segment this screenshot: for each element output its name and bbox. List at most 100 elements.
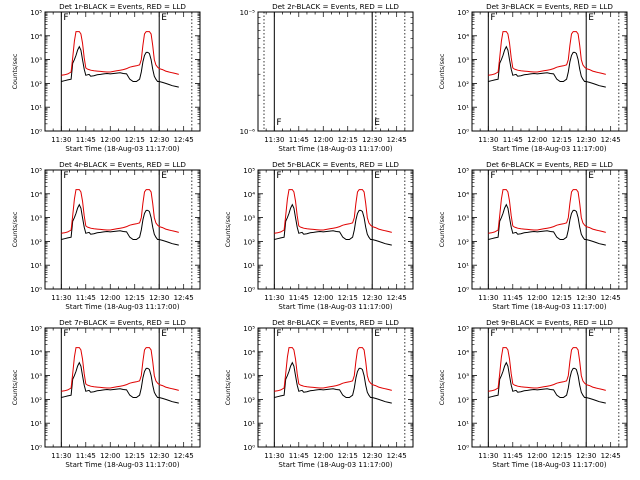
y-tick-label: 10² (243, 396, 255, 404)
x-axis-label: Start Time (18-Aug-03 11:17:00) (278, 145, 392, 153)
series-lld-line (488, 347, 606, 392)
x-tick-label: 12:15 (125, 452, 145, 460)
y-tick-label: 10² (243, 238, 255, 246)
panel-det-8r: Det 8r-BLACK = Events, RED = LLD 10⁰ 10¹ 10… (224, 318, 414, 469)
panel-det-7r: Det 7r-BLACK = Events, RED = LLD 10⁰ 10¹ 10… (11, 318, 201, 469)
panel-title: Det 7r-BLACK = Events, RED = LLD (59, 318, 186, 327)
y-tick-label: 10¹ (243, 262, 255, 270)
x-tick-label: 12:00 (527, 452, 547, 460)
series-lld-line (274, 189, 392, 234)
panel-det-9r: Det 9r-BLACK = Events, RED = LLD 10⁰ 10¹ 10… (438, 318, 628, 469)
series-lld-line (488, 31, 606, 76)
panel-title: Det 9r-BLACK = Events, RED = LLD (486, 318, 613, 327)
panel-title: Det 5r-BLACK = Events, RED = LLD (272, 160, 399, 169)
series-events-line (61, 45, 179, 88)
y-axis-label: Counts/sec (224, 369, 232, 405)
plot-frame (44, 11, 201, 132)
y-tick-label: 10⁴ (457, 33, 469, 41)
panel-title: Det 2r-BLACK = Events, RED = LLD (272, 2, 399, 11)
y-tick-label: 10⁵ (457, 9, 469, 17)
x-tick-label: 11:45 (289, 136, 309, 144)
x-tick-label: 12:30 (362, 136, 382, 144)
y-tick-label: 10² (457, 396, 469, 404)
x-tick-label: 12:45 (174, 452, 194, 460)
y-tick-label: 10² (30, 396, 42, 404)
series-events-line (61, 361, 179, 404)
marker-label-f: F (490, 13, 495, 23)
x-tick-label: 12:00 (527, 294, 547, 302)
x-tick-label: 11:30 (264, 294, 284, 302)
marker-label-f: F (490, 171, 495, 181)
x-tick-label: 11:45 (76, 294, 96, 302)
panel-det-5r: Det 5r-BLACK = Events, RED = LLD 10⁰ 10¹ 10… (224, 160, 414, 311)
y-tick-label: 10⁴ (457, 349, 469, 357)
x-axis-label: Start Time (18-Aug-03 11:17:00) (492, 145, 606, 153)
x-tick-label: 12:45 (174, 294, 194, 302)
y-tick-label: 10⁰ (30, 286, 42, 294)
panel-title: Det 8r-BLACK = Events, RED = LLD (272, 318, 399, 327)
panel-det-4r: Det 4r-BLACK = Events, RED = LLD 10⁰ 10¹ 10… (11, 160, 201, 311)
plot-frame (257, 11, 414, 132)
x-tick-label: 12:15 (125, 294, 145, 302)
marker-label-f: F (276, 329, 281, 339)
marker-label-f: F (63, 171, 68, 181)
x-tick-label: 12:00 (313, 136, 333, 144)
y-tick-label: 10⁻⁶ (240, 128, 256, 136)
x-tick-label: 11:45 (76, 452, 96, 460)
x-tick-label: 12:30 (576, 136, 596, 144)
series-events-line (488, 203, 606, 246)
x-tick-label: 12:00 (313, 452, 333, 460)
y-tick-label: 10⁴ (457, 191, 469, 199)
panel-det-2r: Det 2r-BLACK = Events, RED = LLD 10⁻⁶ 10⁻⁵… (240, 2, 414, 153)
y-axis-label: Counts/sec (438, 369, 446, 405)
marker-label-e: E (161, 171, 167, 181)
y-tick-label: 10⁵ (30, 167, 42, 175)
x-tick-label: 11:45 (76, 136, 96, 144)
y-tick-label: 10⁵ (30, 325, 42, 333)
y-tick-label: 10¹ (30, 420, 42, 428)
marker-label-e: E (588, 329, 594, 339)
x-tick-label: 12:45 (387, 136, 407, 144)
panel-det-3r: Det 3r-BLACK = Events, RED = LLD 10⁰ 10¹ 10… (438, 2, 628, 153)
x-tick-label: 11:30 (51, 294, 71, 302)
x-tick-label: 12:00 (527, 136, 547, 144)
series-events-line (274, 361, 392, 404)
plot-frame (257, 169, 414, 290)
series-lld-line (61, 347, 179, 392)
y-tick-label: 10⁻⁵ (240, 9, 256, 17)
x-tick-label: 11:30 (51, 452, 71, 460)
x-tick-label: 12:45 (387, 452, 407, 460)
plot-frame (257, 327, 414, 448)
y-axis-label: Counts/sec (438, 211, 446, 247)
y-tick-label: 10⁴ (243, 349, 255, 357)
y-tick-label: 10¹ (457, 104, 469, 112)
y-tick-label: 10¹ (30, 262, 42, 270)
y-tick-label: 10³ (243, 215, 255, 223)
x-tick-label: 12:30 (149, 452, 169, 460)
y-tick-label: 10² (457, 238, 469, 246)
y-tick-label: 10⁰ (30, 444, 42, 452)
x-tick-label: 11:30 (264, 136, 284, 144)
x-tick-label: 12:00 (100, 136, 120, 144)
series-lld-line (488, 189, 606, 234)
x-tick-label: 11:45 (503, 452, 523, 460)
x-tick-label: 12:30 (362, 294, 382, 302)
x-tick-label: 12:15 (552, 136, 572, 144)
x-tick-label: 12:45 (174, 136, 194, 144)
series-lld-line (61, 189, 179, 234)
plot-frame (44, 327, 201, 448)
plot-frame (471, 169, 628, 290)
panel-title: Det 6r-BLACK = Events, RED = LLD (486, 160, 613, 169)
y-tick-label: 10⁰ (457, 286, 469, 294)
x-axis-label: Start Time (18-Aug-03 11:17:00) (492, 461, 606, 469)
x-tick-label: 12:15 (125, 136, 145, 144)
x-tick-label: 11:30 (264, 452, 284, 460)
x-tick-label: 12:15 (338, 452, 358, 460)
marker-label-f: F (490, 329, 495, 339)
y-tick-label: 10³ (243, 373, 255, 381)
y-tick-label: 10⁰ (243, 444, 255, 452)
x-tick-label: 12:30 (149, 136, 169, 144)
plot-frame (471, 327, 628, 448)
plot-frame (471, 11, 628, 132)
